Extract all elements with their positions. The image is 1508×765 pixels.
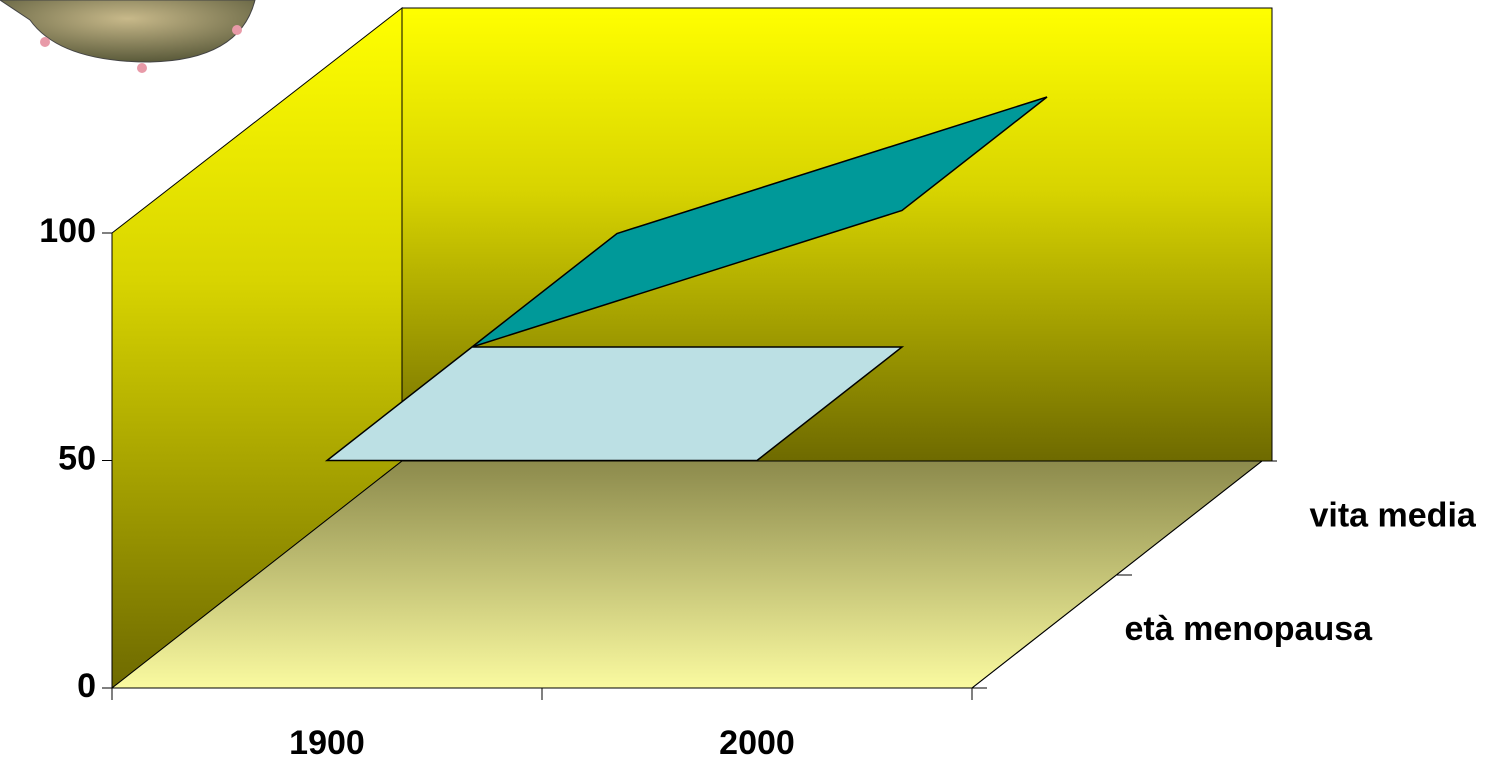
series-label: età menopausa [1125,610,1374,648]
y-tick-label: 100 [39,212,96,250]
ribbon [471,96,1048,348]
ribbon [324,346,905,462]
x-tick-label: 1900 [289,724,365,762]
y-tick-label: 0 [77,667,96,705]
series-label: vita media [1310,497,1477,535]
y-tick-label: 50 [58,439,96,477]
x-tick-label: 2000 [719,724,795,762]
logo [0,0,256,73]
